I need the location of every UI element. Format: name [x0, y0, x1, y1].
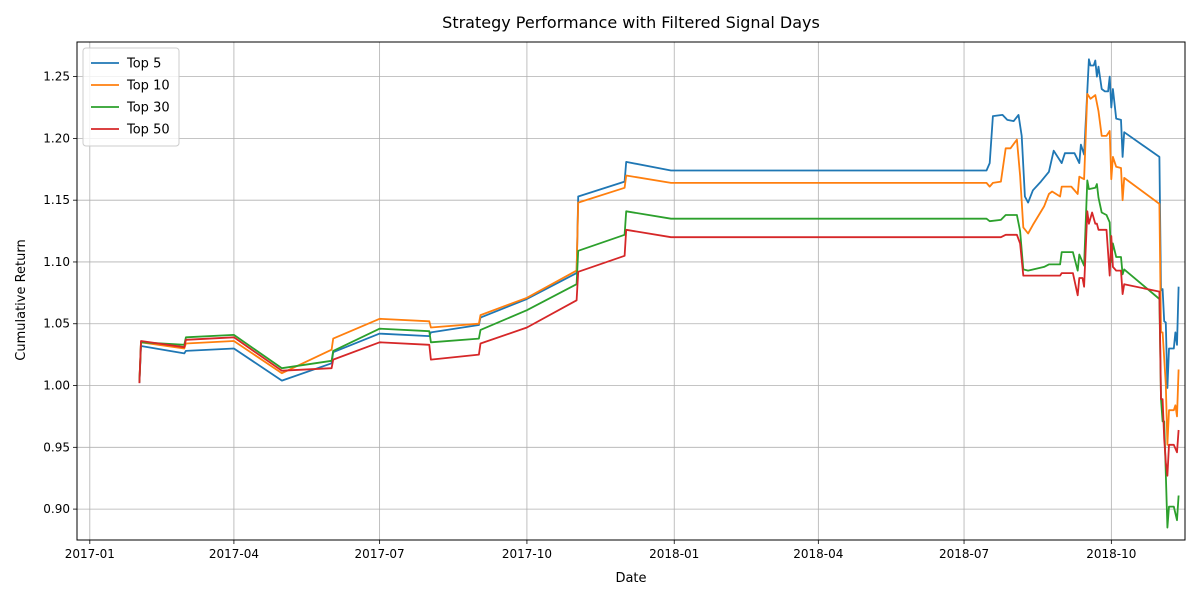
grid [77, 42, 1185, 540]
chart-title: Strategy Performance with Filtered Signa… [442, 13, 820, 32]
x-axis-ticks: 2017-01 2017-04 2017-07 2017-10 2018-01 2018-… [65, 540, 1136, 561]
y-axis-label: Cumulative Return [14, 239, 29, 360]
series-line-top-30 [138, 179, 1180, 529]
series-line-top-5 [138, 58, 1180, 389]
y-axis-ticks: 0.90 0.95 1.00 1.05 1.10 1.15 1.20 1.25 [43, 70, 77, 516]
y-tick-label: 1.10 [43, 255, 70, 269]
legend: Top 5 Top 10 Top 30 Top 50 [82, 47, 180, 147]
x-tick-label: 2018-04 [793, 547, 843, 561]
x-tick-label: 2017-04 [209, 547, 259, 561]
legend-label: Top 30 [126, 101, 170, 116]
y-tick-label: 1.05 [43, 317, 70, 331]
y-tick-label: 1.25 [43, 70, 70, 84]
x-tick-label: 2017-01 [65, 547, 115, 561]
legend-label: Top 10 [126, 79, 170, 94]
plot-frame [76, 41, 1186, 541]
y-tick-label: 1.15 [43, 193, 70, 207]
legend-label: Top 50 [126, 123, 170, 138]
y-tick-label: 0.90 [43, 502, 70, 516]
x-tick-label: 2018-10 [1086, 547, 1136, 561]
series-lines [138, 58, 1180, 529]
y-tick-label: 1.20 [43, 131, 70, 145]
x-tick-label: 2017-10 [502, 547, 552, 561]
legend-box [82, 47, 180, 147]
x-tick-label: 2017-07 [355, 547, 405, 561]
series-line-top-50 [138, 210, 1180, 477]
y-tick-label: 0.95 [43, 440, 70, 454]
y-tick-label: 1.00 [43, 379, 70, 393]
series-line-top-10 [138, 93, 1180, 446]
x-tick-label: 2018-01 [649, 547, 699, 561]
legend-label: Top 5 [126, 57, 161, 72]
x-axis-label: Date [615, 571, 646, 586]
x-tick-label: 2018-07 [939, 547, 989, 561]
